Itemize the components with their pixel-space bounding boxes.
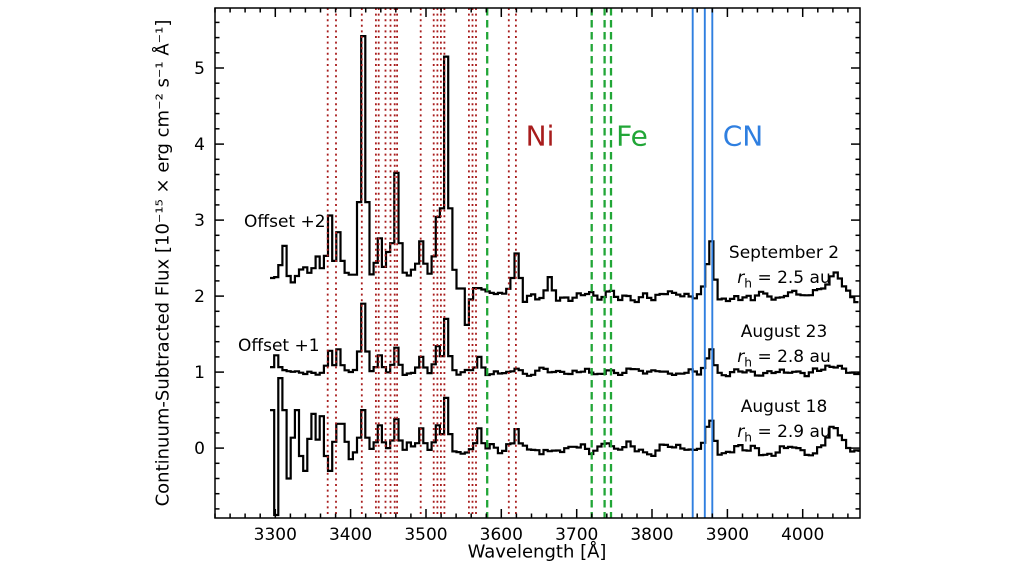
annotation-date: August 18: [740, 397, 828, 417]
y-axis-label: Continuum-Subtracted Flux [10⁻¹⁵ × erg c…: [152, 19, 174, 507]
fe-lines-label: Fe: [616, 119, 648, 153]
offset-label-top: Offset +2: [244, 212, 326, 232]
y-tick-label: 1: [194, 363, 205, 383]
plot-box: [214, 7, 861, 519]
ni-marker-lines: [326, 8, 517, 518]
annotation-date: August 23: [740, 322, 828, 342]
y-tick-label: 4: [194, 135, 205, 155]
y-tick-label: 2: [194, 287, 205, 307]
y-tick-label: 5: [194, 59, 205, 79]
x-tick-label: 4000: [781, 525, 824, 545]
annotation-rh: rh = 2.5 au: [737, 268, 831, 291]
spectra-group: [270, 35, 860, 517]
axes: [214, 7, 861, 519]
fe-marker-lines: [486, 8, 613, 518]
x-axis-label: Wavelength [Å]: [467, 541, 607, 563]
y-tick-label: 3: [194, 211, 205, 231]
x-tick-label: 3500: [404, 525, 447, 545]
cn-lines-label: CN: [722, 119, 764, 153]
x-tick-label: 3400: [329, 525, 372, 545]
annotation-august-23: August 23 rh = 2.8 au: [695, 320, 873, 375]
x-tick-label: 3900: [706, 525, 749, 545]
spectrum-trace: [270, 377, 860, 517]
ni-lines-label: Ni: [525, 119, 555, 153]
y-tick-label: 0: [194, 439, 205, 459]
spectrum-trace: [270, 302, 860, 378]
x-tick-label: 3800: [630, 525, 673, 545]
cn-marker-lines: [691, 8, 714, 518]
offset-label-mid: Offset +1: [238, 336, 320, 356]
spectrum-trace: [270, 35, 859, 326]
annotation-rh: rh = 2.8 au: [737, 347, 831, 370]
x-tick-label: 3600: [480, 525, 523, 545]
tick-labels: 3300 3400 3500 3600 3700 3800 3900 4000 0 1 2 3 4 5: [194, 59, 824, 545]
annotation-date: September 2: [728, 243, 840, 263]
x-tick-label: 3700: [555, 525, 598, 545]
annotation-august-18: August 18 rh = 2.9 au: [695, 395, 873, 450]
annotation-rh: rh = 2.9 au: [737, 422, 831, 445]
x-tick-label: 3300: [254, 525, 297, 545]
annotation-september-2: September 2 rh = 2.5 au: [695, 241, 873, 296]
